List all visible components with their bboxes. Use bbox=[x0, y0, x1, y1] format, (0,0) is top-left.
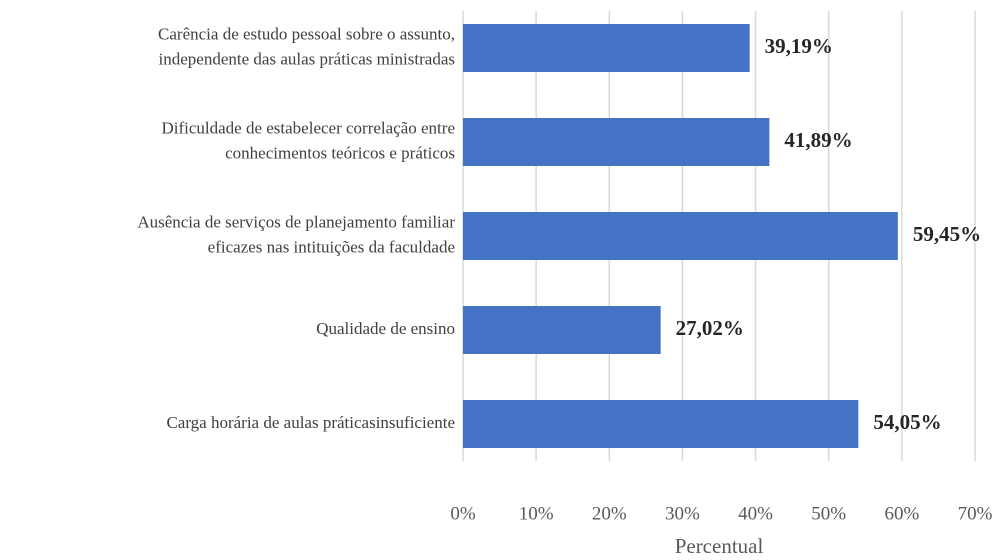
value-label: 41,89% bbox=[784, 128, 852, 152]
bar bbox=[463, 306, 661, 354]
y-tick-label-line: conhecimentos teóricos e práticos bbox=[225, 143, 455, 162]
value-label: 27,02% bbox=[676, 316, 744, 340]
y-tick-label: Ausência de serviços de planejamento fam… bbox=[137, 212, 455, 256]
bar bbox=[463, 212, 898, 260]
y-tick-label: Carga horária de aulas práticasinsuficie… bbox=[166, 413, 455, 432]
y-tick-label-line: eficazes nas intituições da faculdade bbox=[208, 237, 455, 256]
y-tick-label-line: independente das aulas práticas ministra… bbox=[159, 49, 455, 68]
y-tick-label: Dificuldade de estabelecer correlação en… bbox=[161, 118, 455, 162]
bar bbox=[463, 400, 859, 448]
x-tick-label: 20% bbox=[592, 503, 627, 524]
y-tick-label-line: Dificuldade de estabelecer correlação en… bbox=[161, 118, 455, 137]
value-label: 59,45% bbox=[913, 222, 981, 246]
bar bbox=[463, 24, 750, 72]
y-tick-label: Qualidade de ensino bbox=[316, 319, 455, 338]
y-tick-label-line: Carga horária de aulas práticasinsuficie… bbox=[166, 413, 455, 432]
y-tick-label: Carência de estudo pessoal sobre o assun… bbox=[158, 24, 455, 68]
x-tick-label: 10% bbox=[519, 503, 554, 524]
x-tick-label: 40% bbox=[738, 503, 773, 524]
x-tick-label: 70% bbox=[958, 503, 993, 524]
x-axis-label: Percentual bbox=[675, 534, 764, 558]
x-tick-label: 0% bbox=[450, 503, 476, 524]
y-tick-label-line: Qualidade de ensino bbox=[316, 319, 455, 338]
y-tick-label-line: Carência de estudo pessoal sobre o assun… bbox=[158, 24, 455, 43]
x-tick-label: 50% bbox=[811, 503, 846, 524]
value-label: 54,05% bbox=[873, 410, 941, 434]
x-tick-label: 60% bbox=[884, 503, 919, 524]
y-tick-label-line: Ausência de serviços de planejamento fam… bbox=[137, 212, 455, 231]
x-tick-label: 30% bbox=[665, 503, 700, 524]
value-label: 39,19% bbox=[765, 34, 833, 58]
bar bbox=[463, 118, 770, 166]
